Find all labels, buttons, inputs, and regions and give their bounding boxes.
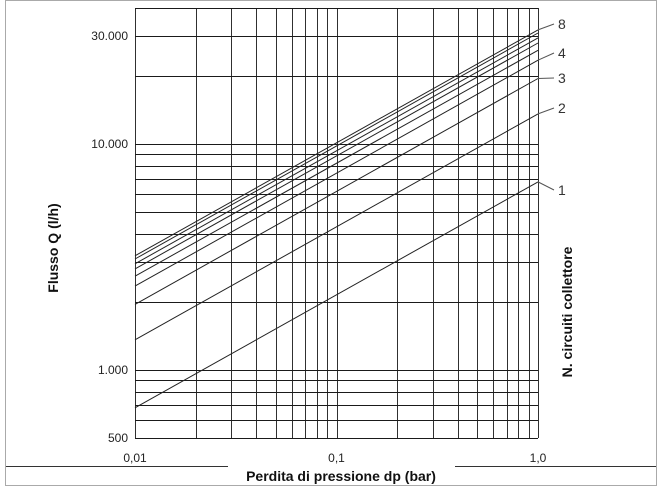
series-group bbox=[134, 29, 539, 409]
right-axis-title: N. circuiti collettore bbox=[559, 246, 575, 377]
y-tick-label: 30.000 bbox=[91, 29, 128, 43]
series-label: 1 bbox=[558, 182, 566, 198]
grid bbox=[135, 8, 539, 439]
series-line bbox=[134, 59, 539, 287]
y-axis-title: Flusso Q (l/h) bbox=[45, 203, 61, 292]
series-leader-line bbox=[537, 77, 555, 80]
series-line bbox=[134, 42, 539, 270]
series-leader-line bbox=[537, 52, 555, 61]
y-tick-label: 1.000 bbox=[98, 363, 128, 377]
y-tick-label: 10.000 bbox=[91, 137, 128, 151]
series-label: 4 bbox=[558, 45, 566, 61]
series-leader-line bbox=[537, 23, 555, 31]
series-leader-line bbox=[537, 181, 555, 191]
series-label: 2 bbox=[558, 100, 566, 116]
series-label: 3 bbox=[558, 70, 566, 86]
series-line bbox=[134, 113, 539, 341]
figure-frame bbox=[5, 0, 657, 486]
x-axis-title: Perdita di pressione dp (bar) bbox=[246, 468, 436, 484]
x-tick-label: 0,1 bbox=[328, 451, 345, 465]
series-line bbox=[134, 29, 539, 257]
series-leader-line bbox=[537, 107, 555, 115]
x-tick-label: 0,01 bbox=[123, 451, 147, 465]
series-label: 8 bbox=[558, 16, 566, 32]
series-line bbox=[134, 32, 539, 260]
y-tick-label: 500 bbox=[108, 431, 128, 445]
series-line bbox=[134, 37, 539, 265]
x-tick-label: 1,0 bbox=[530, 451, 547, 465]
series-line bbox=[134, 181, 539, 409]
series-line bbox=[134, 78, 539, 305]
series-line bbox=[134, 49, 539, 277]
